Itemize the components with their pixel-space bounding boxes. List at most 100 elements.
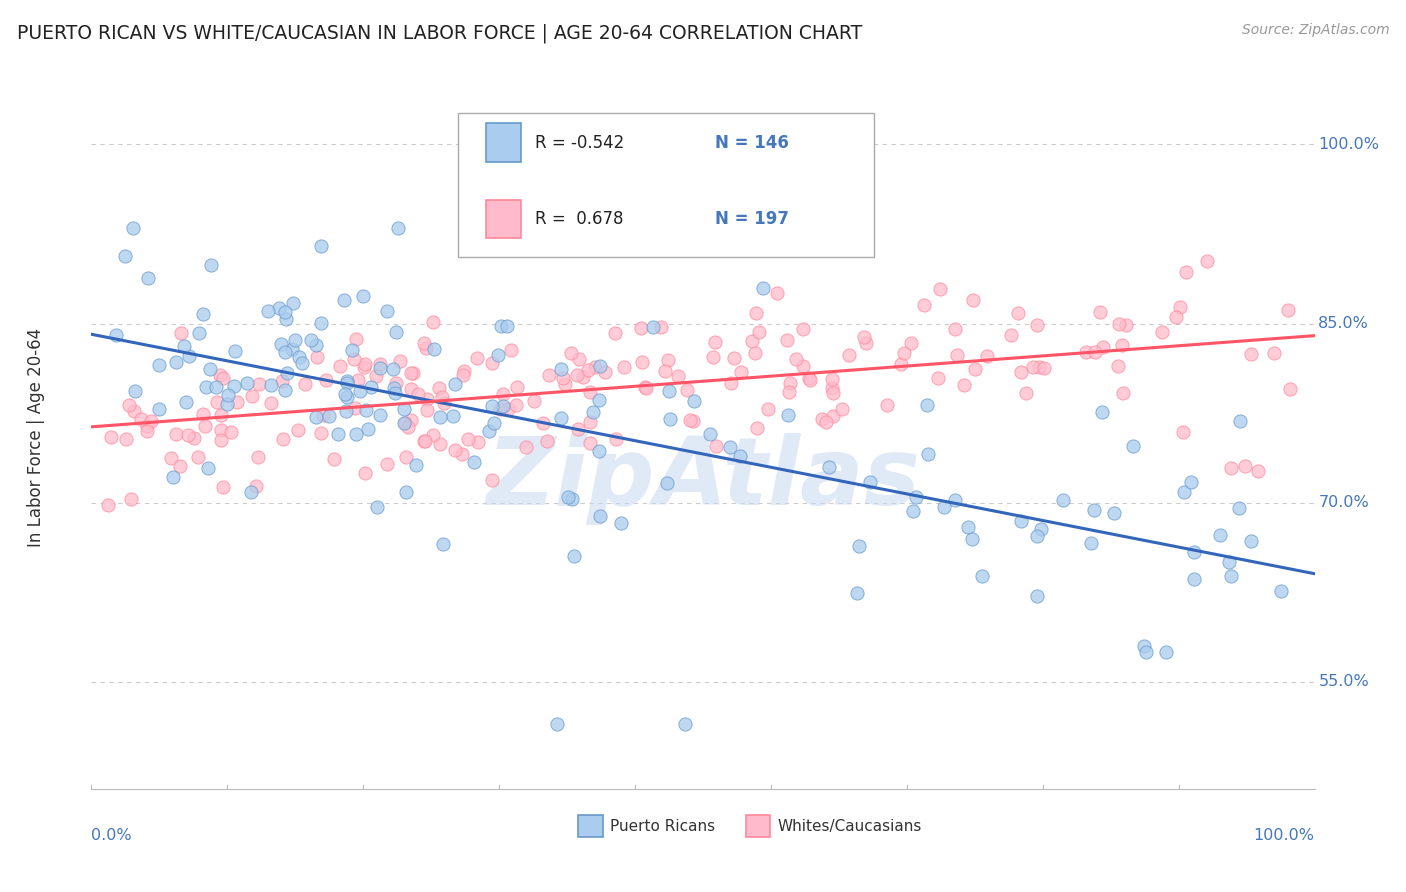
Point: [817, 459, 839, 474]
Point: [778, 385, 800, 400]
Point: [273, 344, 295, 359]
Point: [634, 381, 657, 395]
Point: [384, 385, 406, 400]
Point: [846, 586, 869, 600]
Point: [1092, 340, 1115, 354]
Text: 0.0%: 0.0%: [91, 828, 132, 843]
Point: [554, 377, 576, 392]
Point: [451, 447, 474, 461]
Point: [779, 376, 801, 391]
Point: [613, 359, 636, 374]
Point: [1240, 534, 1263, 549]
Point: [1180, 475, 1202, 490]
Point: [413, 434, 436, 448]
Point: [122, 220, 145, 235]
Point: [1150, 325, 1173, 339]
Point: [953, 377, 976, 392]
Point: [557, 491, 579, 505]
Point: [927, 371, 949, 385]
Point: [603, 326, 626, 340]
Point: [395, 450, 418, 464]
Point: [356, 422, 378, 436]
Point: [354, 357, 377, 371]
Point: [1108, 317, 1130, 331]
Point: [174, 395, 197, 409]
Point: [1088, 305, 1111, 319]
Point: [299, 333, 322, 347]
Point: [1263, 346, 1285, 360]
Point: [118, 398, 141, 412]
Point: [838, 348, 860, 362]
Point: [191, 407, 214, 421]
Point: [1218, 555, 1240, 569]
Point: [141, 414, 163, 428]
Point: [309, 238, 332, 252]
Point: [659, 411, 682, 425]
Point: [135, 424, 157, 438]
Point: [748, 326, 770, 340]
Point: [451, 368, 474, 383]
Point: [505, 398, 527, 412]
Point: [270, 375, 292, 389]
Point: [122, 404, 145, 418]
Point: [402, 366, 425, 380]
Point: [194, 419, 217, 434]
Point: [353, 359, 375, 374]
Point: [315, 373, 337, 387]
Point: [1010, 514, 1032, 528]
Point: [336, 376, 359, 390]
Point: [463, 454, 485, 468]
Point: [336, 390, 359, 404]
Point: [273, 305, 295, 319]
Point: [240, 485, 263, 500]
Point: [1010, 366, 1032, 380]
Point: [776, 408, 799, 422]
Point: [120, 492, 142, 507]
Point: [890, 358, 912, 372]
Point: [631, 354, 654, 368]
Point: [945, 348, 967, 362]
Point: [858, 475, 880, 489]
Point: [270, 337, 292, 351]
Point: [703, 335, 725, 350]
Text: R =  0.678: R = 0.678: [536, 210, 624, 228]
Point: [976, 350, 998, 364]
Point: [183, 431, 205, 445]
Point: [211, 370, 233, 384]
Point: [915, 398, 938, 412]
Point: [972, 569, 994, 583]
Point: [198, 362, 221, 376]
Point: [224, 343, 246, 358]
Point: [177, 428, 200, 442]
Point: [676, 383, 699, 397]
Point: [1091, 404, 1114, 418]
Point: [217, 387, 239, 401]
Point: [912, 298, 935, 312]
Point: [148, 401, 170, 416]
Point: [821, 409, 844, 423]
Point: [423, 342, 446, 356]
Point: [900, 335, 922, 350]
Point: [457, 433, 479, 447]
Point: [560, 346, 582, 360]
Point: [481, 473, 503, 487]
Point: [368, 408, 391, 422]
Point: [326, 426, 349, 441]
Point: [741, 334, 763, 348]
Point: [658, 384, 681, 398]
Point: [444, 377, 467, 392]
Point: [221, 425, 243, 440]
Point: [318, 409, 340, 423]
Point: [488, 401, 510, 416]
Point: [226, 394, 249, 409]
Point: [405, 458, 427, 472]
Point: [159, 451, 181, 466]
Point: [1182, 572, 1205, 586]
Text: R = -0.542: R = -0.542: [536, 134, 624, 152]
Point: [1279, 382, 1302, 396]
Point: [1277, 302, 1299, 317]
Point: [745, 306, 768, 320]
Point: [260, 377, 283, 392]
Point: [394, 416, 416, 430]
Point: [197, 461, 219, 475]
